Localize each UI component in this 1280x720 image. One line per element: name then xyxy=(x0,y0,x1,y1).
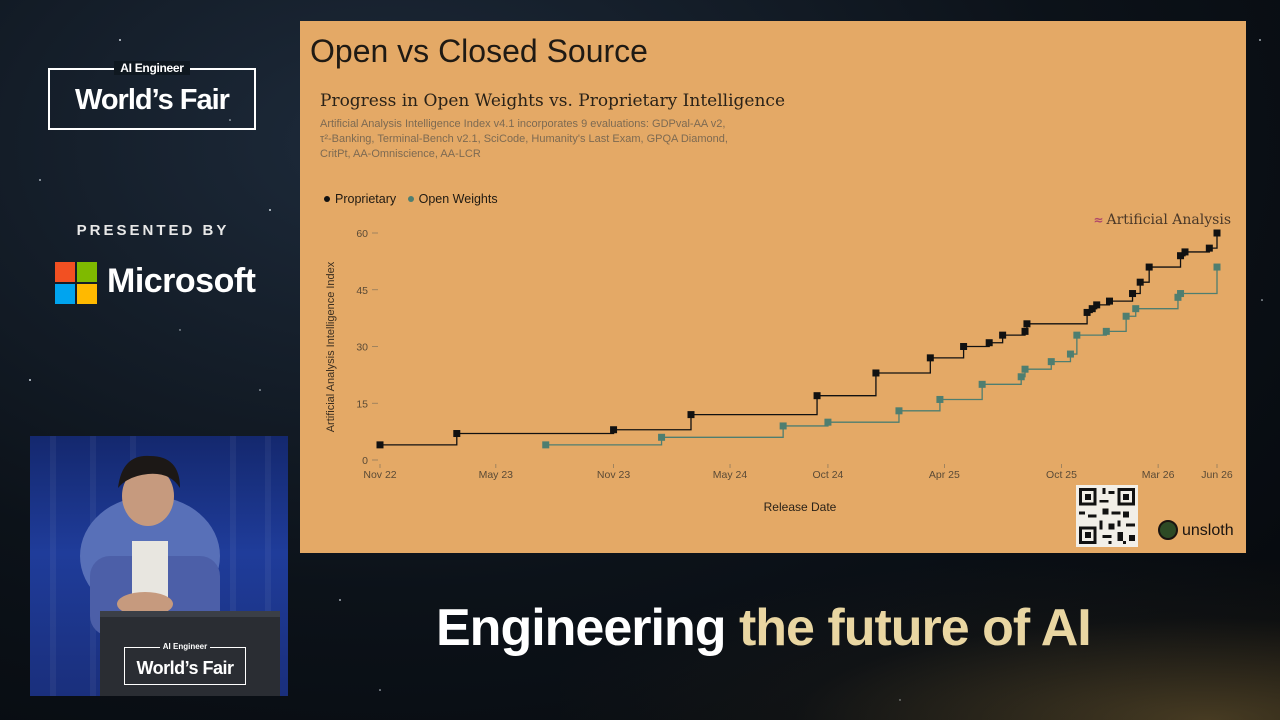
data-point-proprietary xyxy=(1205,244,1213,252)
x-tick-label: May 24 xyxy=(713,469,748,481)
event-tagline: Engineering the future of AI xyxy=(436,598,1092,658)
data-point-open-weights xyxy=(895,407,903,415)
bottom-glow xyxy=(560,560,1280,720)
data-point-proprietary xyxy=(1105,297,1113,305)
data-point-proprietary xyxy=(1181,248,1189,256)
presented-by-label: PRESENTED BY xyxy=(76,222,230,239)
data-point-proprietary xyxy=(687,411,695,419)
data-point-proprietary xyxy=(1021,327,1029,335)
x-tick-label: Oct 24 xyxy=(812,469,843,481)
x-tick-label: Jun 26 xyxy=(1201,469,1233,481)
event-logo-small: AI Engineer xyxy=(114,61,190,75)
tagline-white: Engineering xyxy=(436,599,726,657)
data-point-proprietary xyxy=(376,441,384,449)
data-point-proprietary xyxy=(610,426,618,434)
data-point-open-weights xyxy=(1122,312,1130,320)
sloth-icon xyxy=(1158,520,1178,540)
data-point-proprietary xyxy=(1083,308,1091,316)
data-point-open-weights xyxy=(1177,290,1185,298)
chart-plot: Artificial Analysis Intelligence Index R… xyxy=(325,228,1233,514)
data-point-proprietary xyxy=(999,331,1007,339)
data-point-proprietary xyxy=(1129,290,1137,298)
series-line-proprietary xyxy=(380,233,1218,446)
data-point-open-weights xyxy=(1047,358,1055,366)
chart-title: Progress in Open Weights vs. Proprietary… xyxy=(320,91,786,111)
artificial-analysis-label: Artificial Analysis xyxy=(1106,212,1231,228)
y-axis-label: Artificial Analysis Intelligence Index xyxy=(325,261,337,432)
data-point-proprietary xyxy=(960,343,968,350)
event-logo: AI Engineer World’s Fair xyxy=(48,61,256,130)
data-point-open-weights xyxy=(1066,350,1074,358)
data-point-open-weights xyxy=(824,418,832,426)
x-tick-label: Apr 25 xyxy=(929,469,960,481)
data-point-proprietary xyxy=(985,339,993,347)
data-point-proprietary xyxy=(1093,301,1101,309)
artificial-analysis-icon: ≈ xyxy=(1093,213,1104,227)
data-point-open-weights xyxy=(1021,365,1029,373)
podium: AI Engineer World’s Fair xyxy=(100,611,280,696)
microsoft-logo-icon xyxy=(55,262,97,304)
data-point-proprietary xyxy=(1145,263,1153,271)
data-point-proprietary xyxy=(926,354,934,362)
event-logo-big: World’s Fair xyxy=(75,84,230,116)
x-tick-label: May 23 xyxy=(479,469,514,481)
podium-logo-big: World’s Fair xyxy=(136,658,234,678)
chart-subtitle: Artificial Analysis Intelligence Index v… xyxy=(320,118,728,160)
legend-label-proprietary: Proprietary xyxy=(335,192,397,206)
y-tick-label: 45 xyxy=(356,285,368,297)
y-tick-label: 60 xyxy=(356,228,368,240)
data-point-proprietary xyxy=(1177,252,1185,260)
x-tick-label: Nov 22 xyxy=(363,469,396,481)
data-point-open-weights xyxy=(1174,293,1182,301)
y-tick-label: 15 xyxy=(356,398,368,410)
y-tick-label: 0 xyxy=(362,455,368,467)
sponsor-name: Microsoft xyxy=(107,262,256,300)
data-point-open-weights xyxy=(978,380,986,388)
unsloth-label: unsloth xyxy=(1182,522,1234,539)
data-point-proprietary xyxy=(813,392,821,400)
podium-logo: AI Engineer World’s Fair xyxy=(124,642,246,685)
data-point-open-weights xyxy=(1213,263,1221,271)
legend-item-open-weights: Open Weights xyxy=(407,192,498,206)
podium-logo-small: AI Engineer xyxy=(159,642,211,651)
data-point-proprietary xyxy=(1136,278,1144,286)
data-point-open-weights xyxy=(1073,331,1081,339)
data-point-open-weights xyxy=(658,433,666,441)
data-point-proprietary xyxy=(872,369,880,377)
x-tick-label: Mar 26 xyxy=(1142,469,1175,481)
tagline-gold: the future of AI xyxy=(738,599,1092,657)
data-point-open-weights xyxy=(779,422,787,430)
data-point-open-weights xyxy=(1132,305,1140,313)
presentation-slide: Open vs Closed Source Progress in Open W… xyxy=(300,21,1246,553)
data-point-open-weights xyxy=(542,441,550,449)
slide-title: Open vs Closed Source xyxy=(310,33,648,69)
data-point-open-weights xyxy=(936,395,944,403)
legend-label-open-weights: Open Weights xyxy=(418,192,498,206)
data-point-proprietary xyxy=(453,430,461,438)
x-axis-label: Release Date xyxy=(764,500,837,514)
series-line-open-weights xyxy=(545,267,1218,446)
artificial-analysis-logo: ≈ Artificial Analysis xyxy=(1093,212,1231,228)
speaker-video: AI Engineer World’s Fair xyxy=(30,436,288,696)
x-tick-label: Oct 25 xyxy=(1046,469,1077,481)
data-point-open-weights xyxy=(1017,373,1025,381)
data-point-proprietary xyxy=(1088,305,1096,313)
unsloth-logo: unsloth xyxy=(1158,520,1234,540)
data-point-proprietary xyxy=(1023,320,1031,328)
qr-code-icon xyxy=(1076,485,1138,547)
chart-legend: Proprietary Open Weights xyxy=(324,192,506,206)
y-tick-label: 30 xyxy=(356,342,368,354)
data-point-proprietary xyxy=(1213,229,1221,237)
data-point-open-weights xyxy=(1102,327,1110,335)
legend-item-proprietary: Proprietary xyxy=(324,192,396,206)
x-tick-label: Nov 23 xyxy=(597,469,630,481)
